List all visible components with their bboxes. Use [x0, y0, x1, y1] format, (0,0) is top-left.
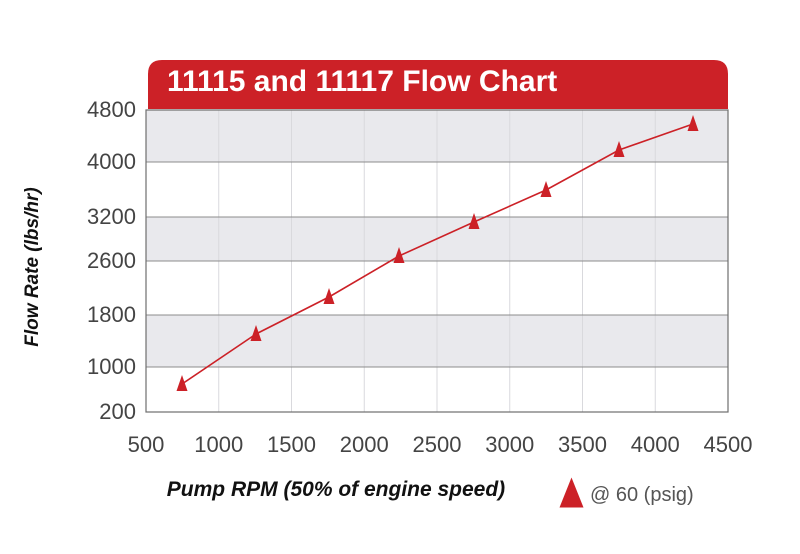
- svg-text:@ 60 (psig): @ 60 (psig): [590, 484, 694, 506]
- svg-text:1500: 1500: [267, 432, 316, 457]
- svg-text:4500: 4500: [704, 432, 753, 457]
- svg-text:4000: 4000: [631, 432, 680, 457]
- svg-text:3000: 3000: [485, 432, 534, 457]
- svg-text:1800: 1800: [87, 302, 136, 327]
- svg-text:2600: 2600: [87, 248, 136, 273]
- svg-text:1000: 1000: [87, 354, 136, 379]
- svg-text:2000: 2000: [340, 432, 389, 457]
- svg-text:3200: 3200: [87, 204, 136, 229]
- svg-text:11115 and 11117 Flow Chart: 11115 and 11117 Flow Chart: [167, 65, 557, 98]
- svg-text:Pump RPM (50% of engine speed): Pump RPM (50% of engine speed): [167, 478, 505, 501]
- svg-text:4000: 4000: [87, 149, 136, 174]
- svg-text:2500: 2500: [413, 432, 462, 457]
- svg-text:1000: 1000: [194, 432, 243, 457]
- svg-text:Flow Rate (lbs/hr): Flow Rate (lbs/hr): [22, 187, 43, 346]
- svg-text:500: 500: [128, 432, 165, 457]
- svg-text:200: 200: [99, 399, 136, 424]
- svg-text:4800: 4800: [87, 97, 136, 122]
- svg-text:3500: 3500: [558, 432, 607, 457]
